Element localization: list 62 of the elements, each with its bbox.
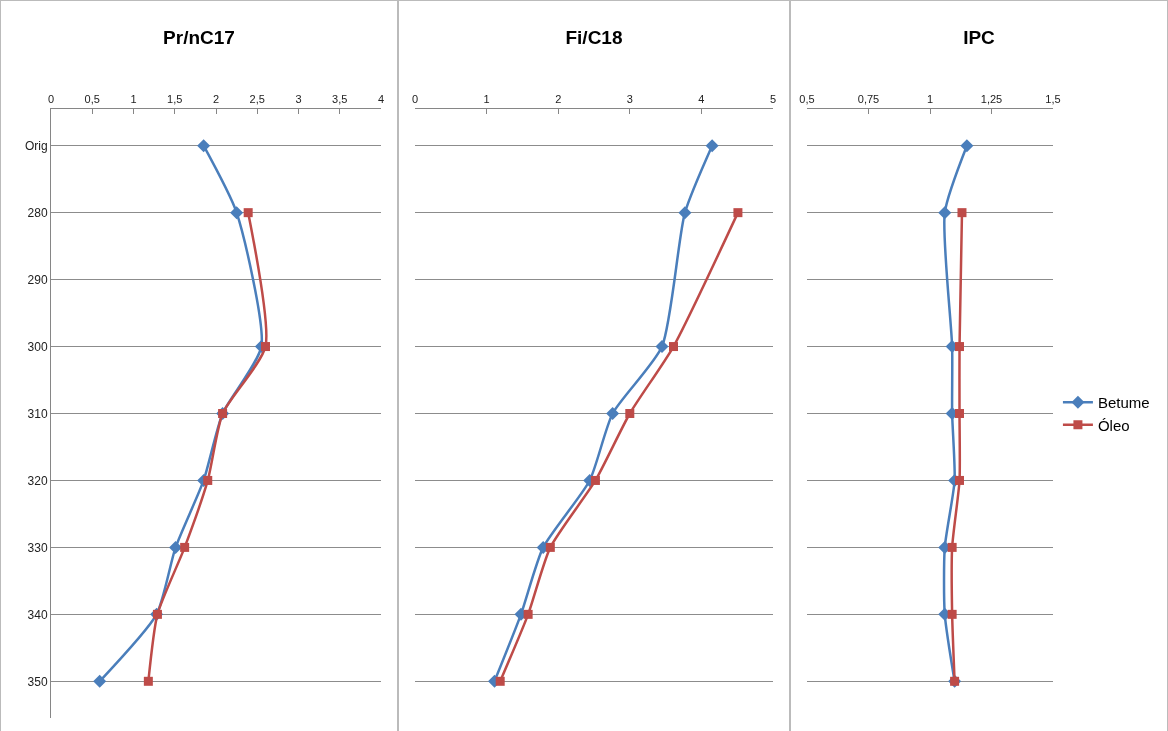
- point: [93, 674, 107, 688]
- chart-title: IPC: [963, 26, 996, 48]
- y-tick-label: 310: [27, 406, 48, 421]
- x-tick-label: 4: [377, 93, 385, 106]
- point: [960, 139, 974, 153]
- x-tick-label: 3: [295, 93, 302, 106]
- point: [957, 208, 967, 218]
- point: [955, 475, 965, 485]
- x-tick-label: 1: [483, 93, 490, 106]
- y-tick-label: Orig: [24, 138, 48, 153]
- point: [606, 407, 620, 420]
- point: [705, 139, 719, 153]
- x-tick-label: 1: [926, 93, 934, 106]
- y-tick-label: 280: [27, 205, 48, 220]
- legend-label: Óleo: [1097, 416, 1130, 434]
- x-tick-label: 1,5: [1045, 93, 1061, 106]
- point: [495, 676, 505, 686]
- point: [180, 542, 190, 552]
- y-tick-label: 340: [27, 607, 48, 622]
- point: [678, 206, 692, 220]
- x-tick-label: 2: [212, 93, 220, 106]
- x-tick-label: 1: [130, 93, 137, 106]
- x-tick-label: 2: [555, 93, 562, 106]
- point: [947, 542, 957, 552]
- point: [955, 342, 965, 352]
- x-tick-label: 1,25: [980, 93, 1003, 106]
- point: [203, 475, 213, 485]
- y-tick-label: 350: [27, 674, 48, 689]
- point: [143, 676, 153, 686]
- x-tick-label: 3,5: [332, 93, 348, 106]
- point: [243, 208, 253, 218]
- point: [545, 542, 555, 552]
- x-tick-label: 0: [47, 93, 55, 106]
- x-tick-label: 4: [698, 93, 705, 106]
- x-tick-label: 0,5: [799, 93, 815, 106]
- x-tick-label: 2,5: [249, 93, 265, 106]
- point: [197, 139, 211, 153]
- x-tick-label: 5: [769, 93, 777, 106]
- legend-label: Betume: [1097, 394, 1150, 412]
- point: [668, 342, 678, 352]
- y-tick-label: 290: [27, 272, 48, 287]
- point: [261, 342, 270, 352]
- y-tick-label: 300: [27, 339, 48, 354]
- point: [230, 206, 244, 220]
- point: [523, 609, 533, 619]
- point: [590, 475, 600, 485]
- chart-title: Pr/nC17: [163, 26, 235, 48]
- y-tick-label: 320: [27, 473, 48, 488]
- point: [733, 208, 743, 218]
- x-tick-label: 1,5: [167, 93, 183, 106]
- x-tick-label: 3: [626, 93, 633, 106]
- point: [955, 409, 965, 418]
- x-tick-label: 0,5: [84, 93, 100, 106]
- x-tick-label: 0,75: [857, 93, 880, 106]
- point: [169, 540, 183, 554]
- chart-title: Fi/C18: [565, 26, 623, 48]
- point: [655, 340, 669, 354]
- y-tick-label: 330: [27, 540, 48, 555]
- point: [625, 409, 635, 418]
- x-tick-label: 0: [411, 93, 419, 106]
- point: [947, 609, 957, 619]
- point: [938, 206, 952, 220]
